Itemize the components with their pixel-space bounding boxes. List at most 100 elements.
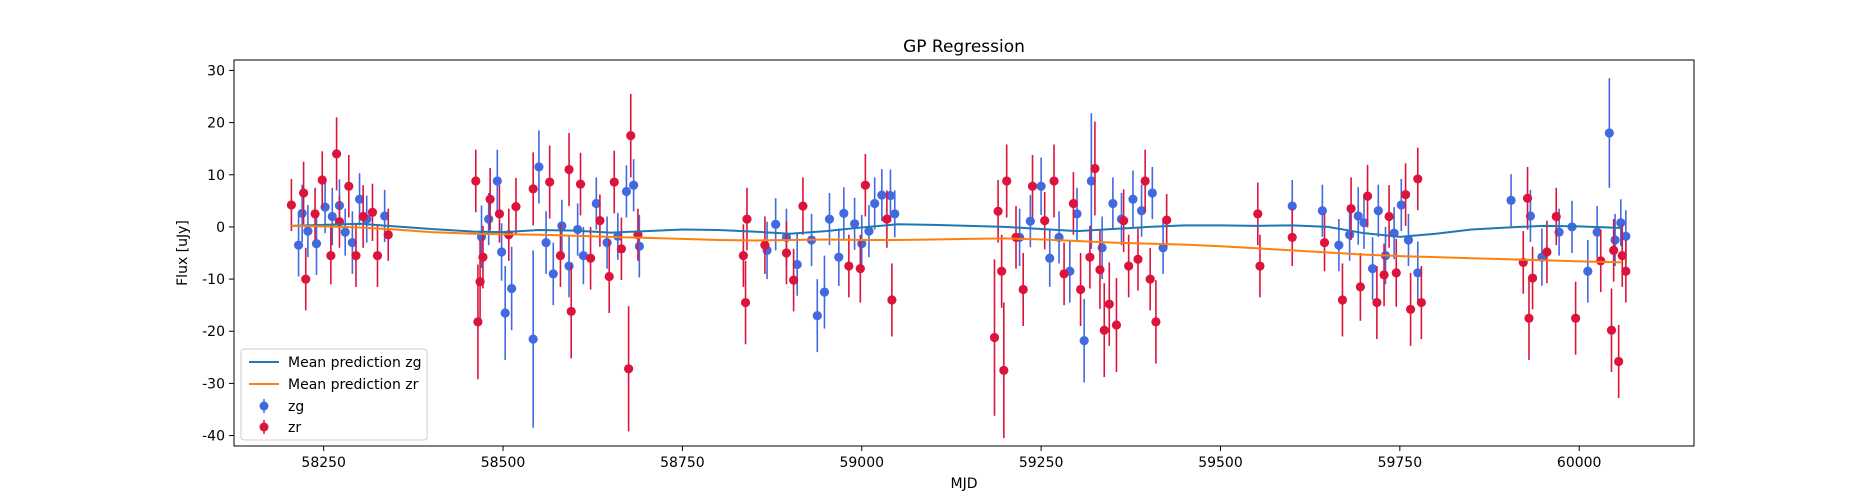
point-zr-11 — [367, 207, 378, 217]
point-zg-40 — [834, 252, 844, 262]
point-zr-22 — [528, 184, 538, 194]
y-tick-label--30: -30 — [202, 376, 225, 392]
point-zr-42 — [798, 201, 808, 211]
point-zg-29 — [621, 186, 632, 197]
point-zr-76 — [1287, 232, 1297, 242]
y-tick-label--10: -10 — [202, 272, 225, 288]
point-zg-18 — [528, 334, 538, 344]
point-zr-4 — [317, 175, 327, 185]
point-zr-101 — [1617, 251, 1627, 261]
point-zr-92 — [1524, 313, 1534, 323]
y-tick-label-30: 30 — [207, 63, 225, 79]
point-zr-38 — [742, 214, 752, 224]
point-zr-74 — [1253, 209, 1263, 219]
point-zr-39 — [760, 240, 770, 250]
point-zg-19 — [534, 162, 544, 172]
point-zg-26 — [591, 198, 601, 209]
point-zg-25 — [578, 251, 588, 261]
point-zg-57 — [1086, 176, 1096, 186]
point-zg-37 — [812, 310, 822, 321]
point-zg-78 — [1506, 195, 1516, 205]
point-zr-10 — [358, 211, 368, 222]
point-zr-41 — [789, 275, 799, 285]
point-zr-93 — [1527, 273, 1538, 283]
point-zg-21 — [548, 269, 558, 279]
point-zr-21 — [511, 201, 521, 212]
point-zr-63 — [1095, 265, 1105, 275]
point-zg-67 — [1334, 240, 1344, 250]
axes-frame — [233, 59, 1695, 447]
point-zg-85 — [1604, 128, 1614, 138]
point-zr-57 — [1049, 176, 1059, 186]
point-zr-96 — [1571, 313, 1581, 323]
point-zr-99 — [1609, 245, 1619, 255]
point-zg-16 — [500, 308, 510, 318]
point-zr-53 — [1011, 232, 1021, 242]
point-zg-71 — [1367, 264, 1378, 274]
point-zg-22 — [557, 221, 567, 231]
legend-swatch-zg — [259, 399, 269, 413]
point-zg-8 — [347, 237, 357, 248]
point-zr-84 — [1384, 211, 1394, 222]
point-zg-44 — [864, 226, 874, 236]
point-zg-0 — [293, 240, 304, 250]
point-zg-9 — [354, 194, 365, 204]
point-zr-79 — [1346, 204, 1356, 214]
point-zr-50 — [997, 266, 1007, 276]
point-zg-47 — [885, 191, 896, 201]
point-zr-28 — [585, 253, 596, 263]
point-zg-84 — [1592, 227, 1602, 237]
y-tick-label-0: 0 — [216, 220, 225, 236]
y-axis: -40 -30 -20 -10 0 10 20 30 — [202, 63, 234, 445]
point-zg-2 — [303, 226, 313, 236]
point-zg-68 — [1345, 230, 1355, 240]
point-zg-88 — [1621, 231, 1631, 241]
x-tick-label-60000: 60000 — [1557, 455, 1602, 471]
point-zg-51 — [1036, 181, 1046, 191]
point-zg-45 — [870, 198, 880, 209]
y-tick-label--20: -20 — [202, 324, 225, 340]
point-zr-34 — [626, 131, 636, 141]
point-zr-31 — [609, 177, 619, 187]
point-zg-20 — [541, 237, 551, 248]
x-tick-label-59750: 59750 — [1378, 455, 1423, 471]
x-tick-label-58500: 58500 — [481, 455, 526, 471]
point-zr-5 — [326, 251, 336, 261]
point-zr-44 — [855, 264, 865, 274]
point-zr-36 — [738, 251, 748, 261]
point-zg-70 — [1359, 218, 1369, 228]
point-zg-17 — [507, 283, 517, 294]
point-zr-9 — [351, 251, 361, 261]
point-zg-3 — [311, 239, 322, 249]
point-zr-64 — [1099, 325, 1109, 335]
point-zr-47 — [887, 295, 897, 305]
point-zr-82 — [1372, 297, 1382, 308]
point-zr-58 — [1059, 269, 1069, 279]
legend-label-zr: zr — [288, 420, 301, 436]
point-zg-59 — [1108, 198, 1118, 209]
point-zr-67 — [1119, 216, 1129, 226]
point-zg-5 — [327, 211, 337, 222]
point-zr-46 — [882, 214, 892, 224]
point-zg-11 — [380, 211, 390, 221]
y-tick-label-20: 20 — [207, 116, 225, 132]
point-zg-58 — [1097, 243, 1107, 253]
x-tick-label-59500: 59500 — [1198, 455, 1243, 471]
point-zg-63 — [1147, 188, 1157, 198]
point-zg-7 — [340, 227, 350, 237]
point-zr-91 — [1522, 193, 1533, 203]
point-zr-2 — [301, 274, 311, 284]
point-zg-52 — [1045, 253, 1055, 263]
point-zg-35 — [792, 259, 802, 270]
point-zr-17 — [478, 252, 488, 262]
point-zg-75 — [1396, 200, 1406, 210]
point-zr-13 — [383, 230, 393, 240]
point-zg-23 — [564, 261, 574, 271]
point-zr-6 — [331, 149, 342, 159]
point-zr-26 — [566, 306, 576, 317]
point-zg-1 — [297, 208, 307, 218]
point-zg-69 — [1353, 211, 1363, 221]
point-zr-24 — [555, 251, 566, 261]
point-zr-25 — [564, 164, 574, 175]
